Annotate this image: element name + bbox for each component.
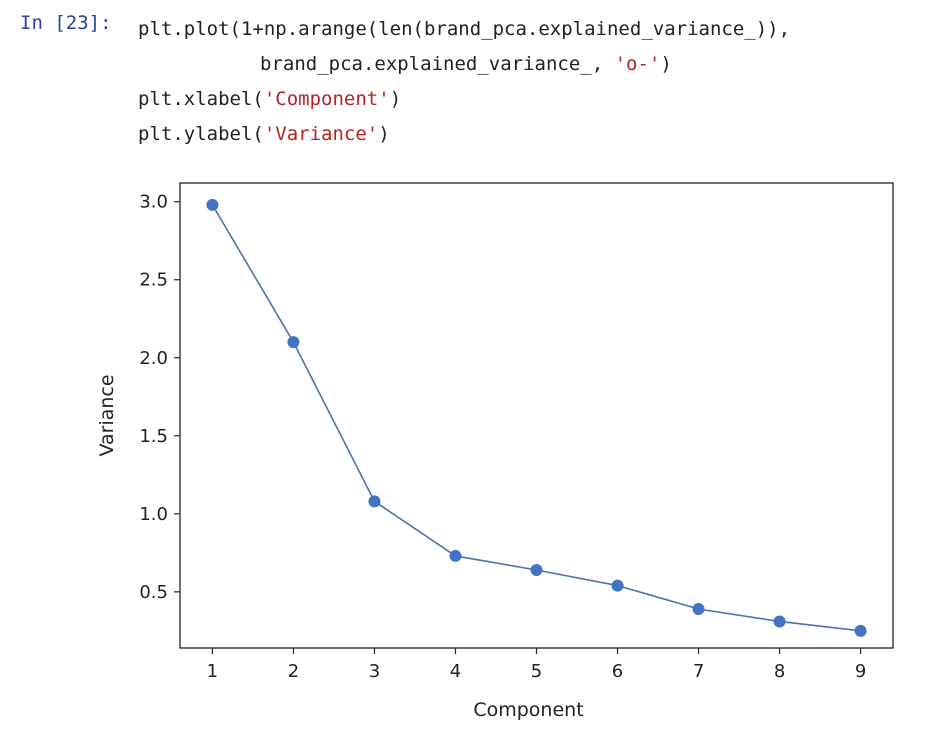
code-token: plt.xlabel( bbox=[138, 88, 264, 110]
data-point bbox=[449, 549, 462, 562]
x-tick-label: 4 bbox=[450, 661, 461, 682]
code-string-token: 'o-' bbox=[614, 53, 661, 75]
code-string-token: 'Component' bbox=[263, 88, 390, 110]
output-area: 0.5 1.0 1.5 2.0 2.5 3.0 1 2 3 4 5 6 7 8 9 Component Vari… bbox=[0, 150, 945, 737]
code-token: ) bbox=[378, 123, 390, 145]
code-token: plt.ylabel( bbox=[138, 123, 264, 145]
data-point bbox=[611, 579, 624, 592]
data-point bbox=[206, 198, 219, 211]
x-tick-label: 9 bbox=[855, 661, 866, 682]
x-tick-label: 5 bbox=[531, 661, 542, 682]
y-axis-label: Variance bbox=[96, 374, 118, 456]
data-point bbox=[368, 495, 381, 508]
code-editor[interactable]: plt.plot(1+np.arange(len(brand_pca.expla… bbox=[138, 12, 790, 152]
x-tick-label: 6 bbox=[612, 661, 623, 682]
x-tick-label: 2 bbox=[288, 661, 299, 682]
data-point bbox=[854, 624, 867, 637]
data-point bbox=[530, 563, 543, 576]
line-chart: 0.5 1.0 1.5 2.0 2.5 3.0 1 2 3 4 5 6 7 8 9 Component Vari… bbox=[96, 182, 894, 721]
x-tick-label: 8 bbox=[774, 661, 785, 682]
code-token: ) bbox=[389, 88, 402, 110]
y-tick-label: 2.5 bbox=[139, 270, 168, 291]
y-tick-label: 0.5 bbox=[139, 582, 168, 603]
y-tick-label: 1.5 bbox=[139, 426, 168, 447]
code-token: plt.plot(1+np.arange(len(brand_pca.expla… bbox=[138, 18, 791, 40]
x-tick-label: 1 bbox=[207, 661, 218, 682]
y-tick-label: 1.0 bbox=[139, 504, 168, 525]
x-tick-label: 3 bbox=[369, 661, 380, 682]
code-line: plt.plot(1+np.arange(len(brand_pca.expla… bbox=[138, 12, 790, 47]
x-axis-label: Component bbox=[473, 699, 583, 721]
code-string-token: 'Variance' bbox=[263, 123, 379, 145]
code-token: brand_pca.explained_variance_, bbox=[260, 53, 615, 75]
y-tick-label: 2.0 bbox=[139, 348, 168, 369]
code-line: brand_pca.explained_variance_, 'o-') bbox=[138, 47, 790, 82]
code-token: ) bbox=[660, 53, 672, 75]
data-point bbox=[287, 336, 300, 349]
code-line: plt.ylabel('Variance') bbox=[138, 117, 790, 152]
input-prompt: In [23]: bbox=[20, 12, 112, 34]
code-line: plt.xlabel('Component') bbox=[138, 82, 790, 117]
plot-frame bbox=[179, 182, 894, 649]
y-tick-label: 3.0 bbox=[139, 192, 168, 213]
data-point bbox=[773, 615, 786, 628]
data-point bbox=[692, 602, 705, 615]
x-tick-label: 7 bbox=[693, 661, 704, 682]
